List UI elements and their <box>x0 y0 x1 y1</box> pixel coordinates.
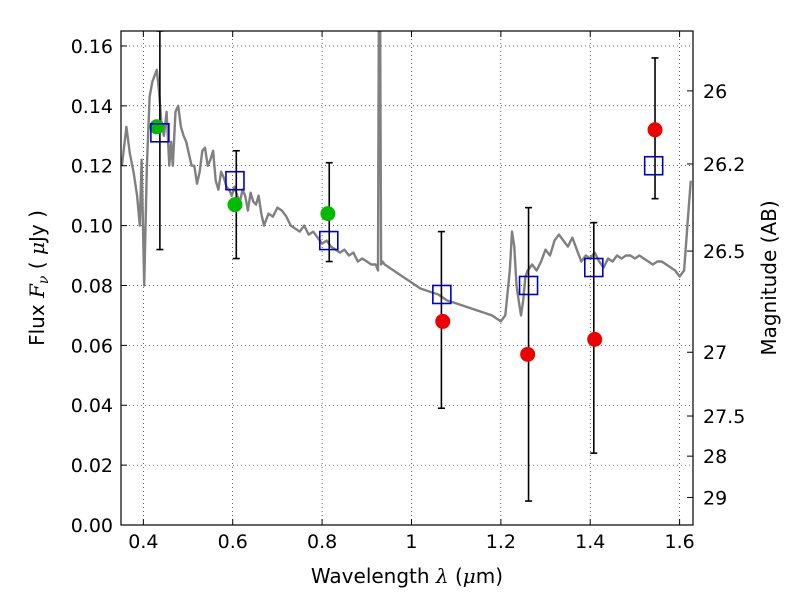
nondetection-point <box>647 122 663 138</box>
plot-series <box>121 31 692 502</box>
x-tick-label: 0.4 <box>128 531 158 553</box>
x-tick-label: 1 <box>405 531 417 553</box>
x-tick-label: 1.4 <box>575 531 605 553</box>
x-tick-label: 0.6 <box>218 531 248 553</box>
grid-lines <box>121 31 693 526</box>
y-axis-label: Flux Fν ( μJy ) <box>25 210 52 346</box>
plot-frame <box>120 30 694 526</box>
y-tick-label: 0.02 <box>71 455 113 477</box>
model-photometry-point <box>150 122 170 143</box>
y2-tick-label: 28 <box>703 446 727 468</box>
y-tick-label: 0.08 <box>71 275 113 297</box>
y2-tick-label: 26.5 <box>703 241 745 263</box>
y-tick-label: 0.16 <box>71 36 113 58</box>
y-axis: 0.00 0.02 0.04 0.06 0.08 0.10 0.12 0.14 0.16 <box>71 36 127 537</box>
nondetection-point <box>435 313 451 329</box>
nondetection-point <box>587 331 603 347</box>
y2-tick-label: 26 <box>703 81 727 103</box>
model-photometry-point <box>432 284 452 305</box>
model-photometry-point <box>643 155 664 176</box>
y2-tick-label: 27.5 <box>703 406 745 428</box>
x-tick-label: 0.8 <box>307 531 337 553</box>
y-tick-label: 0.00 <box>71 515 113 537</box>
nondetection-point <box>520 346 536 362</box>
model-photometry-point <box>583 257 604 278</box>
detection-point <box>320 206 336 222</box>
detection-point <box>227 197 243 213</box>
y2-axis: 26 26.2 26.5 27 27.5 28 29 <box>687 81 745 509</box>
model-photometry-point <box>318 230 339 251</box>
y2-tick-label: 29 <box>703 487 727 509</box>
y-tick-label: 0.04 <box>71 395 113 417</box>
y2-axis-label: Magnitude (AB) <box>757 200 781 355</box>
y-tick-label: 0.10 <box>71 216 113 238</box>
y2-tick-label: 27 <box>703 342 727 364</box>
x-axis: 0.4 0.6 0.8 1 1.2 1.4 1.6 <box>128 31 695 553</box>
x-tick-label: 1.2 <box>486 531 516 553</box>
x-axis-label: Wavelength λ (μm) <box>311 564 503 588</box>
y-tick-label: 0.12 <box>71 156 113 178</box>
model-photometry-point <box>518 275 539 296</box>
x-tick-label: 1.6 <box>664 531 694 553</box>
y-tick-label: 0.14 <box>71 96 113 118</box>
model-photometry-point <box>225 170 245 191</box>
y-tick-label: 0.06 <box>71 335 113 357</box>
y2-tick-label: 26.2 <box>703 154 745 176</box>
model-spectrum-line <box>121 31 692 323</box>
